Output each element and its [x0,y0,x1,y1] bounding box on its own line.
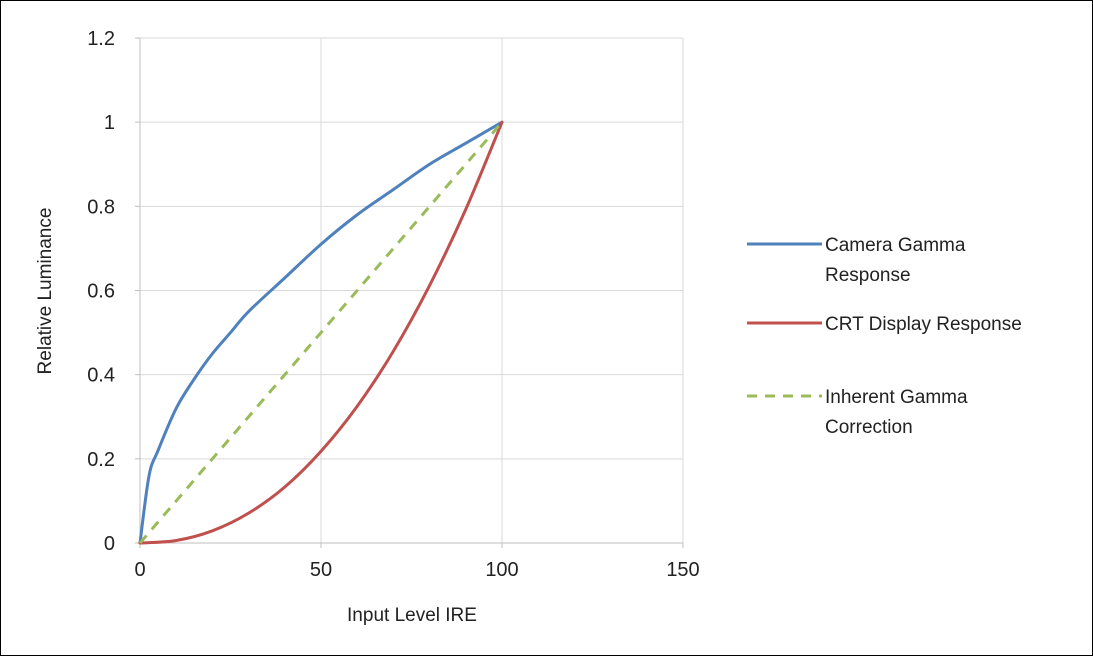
y-tick-label: 0.8 [87,196,115,218]
legend-label: Camera Gamma [825,235,966,256]
series-lines [138,120,504,545]
x-tick-label: 0 [134,559,145,581]
legend-item-2: CRT Display Response [747,314,1022,335]
x-tick-label: 100 [485,559,518,581]
y-tick-label: 0 [104,533,115,555]
y-tick-label: 0.6 [87,281,115,303]
x-axis-title: Input Level IRE [347,605,477,626]
series-line-1 [138,120,504,545]
legend-label: CRT Display Response [825,314,1022,335]
series-line-3 [138,121,504,544]
tick-labels: 0 50 100 150 0 0.2 0.4 0.6 0.8 1 1.2 [87,28,700,581]
x-tick-label: 50 [310,559,332,581]
x-tick-label: 150 [666,559,699,581]
y-tick-label: 1 [104,112,115,134]
legend-label: Correction [825,417,913,438]
legend-item-3: Inherent Gamma Correction [747,387,968,438]
gridlines [140,37,684,543]
legend: Camera Gamma Response CRT Display Response… [747,235,1022,438]
legend-label: Response [825,265,911,286]
y-tick-label: 0.2 [87,449,115,471]
axes [135,37,684,548]
legend-item-1: Camera Gamma Response [747,235,966,286]
legend-label: Inherent Gamma [825,387,968,408]
y-axis-title: Relative Luminance [35,208,56,375]
series-line-2 [138,120,504,545]
y-tick-label: 0.4 [87,365,115,387]
y-tick-label: 1.2 [87,28,115,50]
